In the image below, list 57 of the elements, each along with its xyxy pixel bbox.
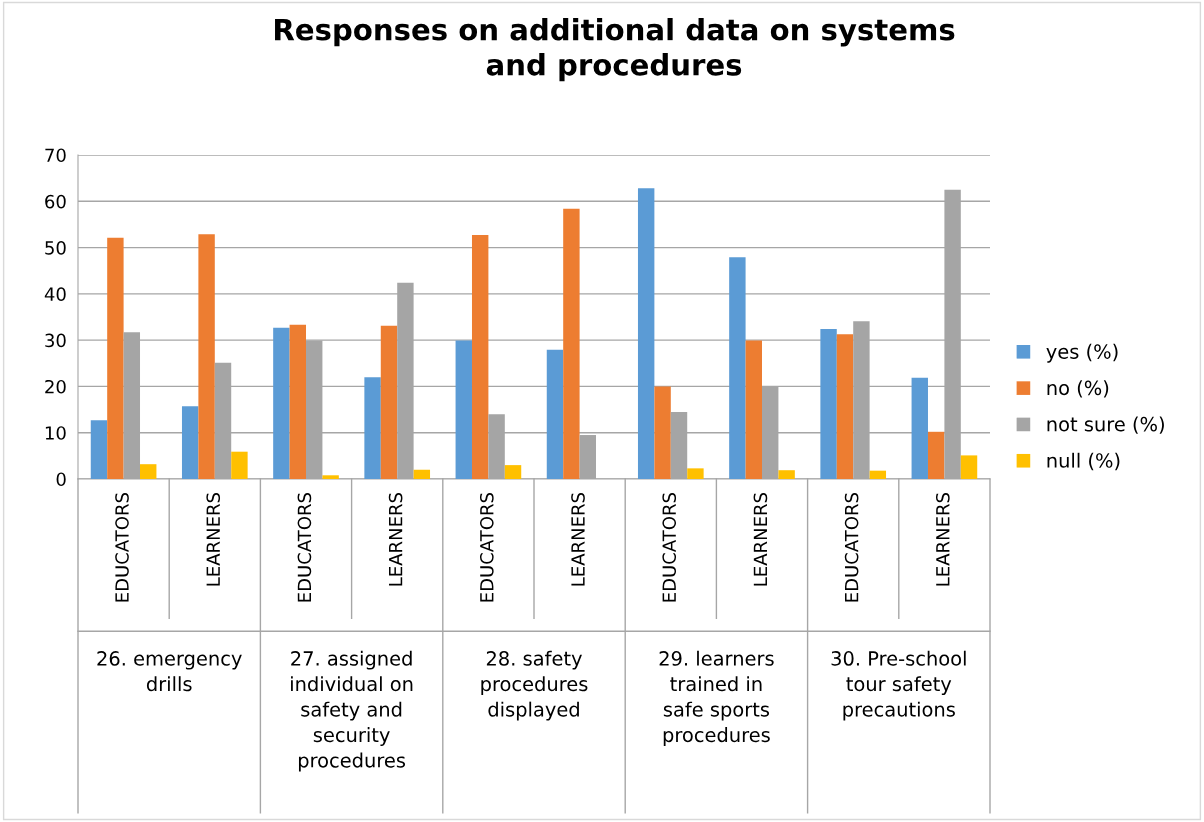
bar bbox=[455, 340, 472, 479]
x-tick-label: LEARNERS bbox=[753, 492, 768, 586]
bar bbox=[140, 464, 157, 479]
legend-label: null (%) bbox=[1047, 452, 1120, 471]
bar bbox=[820, 329, 837, 479]
bar bbox=[273, 327, 290, 479]
x-tick-label: LEARNERS bbox=[571, 492, 585, 586]
bar bbox=[289, 324, 306, 479]
text: 27. assigned individual on safety and security procedures bbox=[291, 650, 413, 772]
bar bbox=[869, 470, 887, 479]
bar bbox=[654, 386, 671, 479]
bar bbox=[504, 465, 522, 479]
bar bbox=[745, 340, 762, 479]
bar bbox=[563, 208, 580, 479]
x-tick-label: EDUCATORS bbox=[479, 492, 494, 602]
legend-label: yes (%) bbox=[1046, 343, 1118, 363]
bar bbox=[380, 325, 398, 479]
bar bbox=[198, 234, 215, 479]
x-tick-label: EDUCATORS bbox=[844, 492, 859, 602]
y-tick-label: 0 bbox=[56, 472, 66, 487]
bar bbox=[181, 406, 199, 479]
y-tick-label: 20 bbox=[45, 379, 66, 394]
bar bbox=[413, 469, 431, 479]
bar bbox=[960, 455, 978, 479]
x-tick-label: EDUCATORS bbox=[662, 492, 677, 602]
bar bbox=[687, 468, 704, 479]
x-tick-label: EDUCATORS bbox=[115, 492, 129, 602]
bar bbox=[107, 237, 124, 479]
bar bbox=[778, 470, 795, 479]
bar bbox=[637, 188, 655, 479]
bar bbox=[836, 334, 854, 479]
text: 29. learners trained in safe sports procedures bbox=[659, 650, 774, 746]
text: 26. emergency drills bbox=[97, 651, 242, 692]
bar bbox=[471, 235, 489, 479]
y-tick-label: 10 bbox=[45, 426, 66, 440]
bar bbox=[546, 349, 564, 479]
bar bbox=[90, 420, 108, 479]
text: 28. safety procedures displayed bbox=[481, 650, 588, 721]
bar bbox=[927, 431, 945, 479]
chart-title: Responses on additional data on systems and procedures bbox=[275, 18, 955, 82]
legend-label: no (%) bbox=[1047, 380, 1109, 398]
bar bbox=[322, 475, 339, 479]
x-tick-label: LEARNERS bbox=[206, 492, 221, 586]
y-tick-label: 70 bbox=[45, 148, 66, 163]
text: 30. Pre-school tour safety precautions bbox=[831, 650, 966, 721]
bar bbox=[911, 377, 928, 479]
bar bbox=[364, 377, 381, 479]
y-tick-label: 30 bbox=[45, 333, 66, 348]
y-tick-label: 50 bbox=[45, 241, 66, 255]
x-tick-label: EDUCATORS bbox=[297, 492, 312, 602]
y-tick-label: 40 bbox=[44, 287, 66, 301]
x-tick-label: LEARNERS bbox=[935, 492, 950, 586]
x-tick-label: LEARNERS bbox=[388, 492, 403, 586]
bar bbox=[729, 257, 746, 479]
bar bbox=[231, 451, 248, 479]
legend-label: not sure (%) bbox=[1047, 416, 1164, 434]
y-tick-label: 60 bbox=[45, 194, 66, 209]
